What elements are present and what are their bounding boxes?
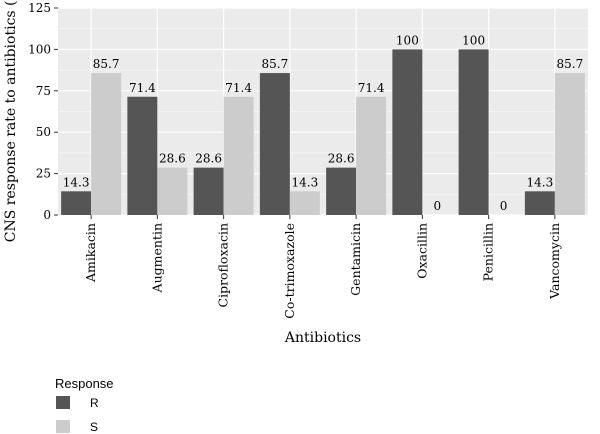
bar-S-vancomycin bbox=[554, 73, 585, 215]
bar-S-amikacin bbox=[91, 73, 122, 215]
y-axis-title: CNS response rate to antibiotics (%) bbox=[3, 0, 19, 242]
x-tick-label: Co-trimoxazole bbox=[282, 223, 297, 319]
bar-R-co-trimoxazole bbox=[259, 73, 290, 215]
x-axis: Amikacin Augmentin Ciprofloxacin Co-trimoxa… bbox=[83, 215, 562, 319]
y-tick-label: 0 bbox=[43, 208, 51, 222]
x-tick-label: Ciprofloxacin bbox=[216, 223, 231, 307]
x-tick-label: Penicillin bbox=[481, 223, 496, 281]
legend: Response RS bbox=[55, 376, 114, 434]
bar-labels: 14.3 85.7 71.4 28.6 28.6 71.4 85.7 14.3 28.6 71.4… bbox=[63, 33, 583, 213]
data-label: 71.4 bbox=[129, 81, 156, 95]
data-label: 28.6 bbox=[328, 152, 355, 166]
data-label: 71.4 bbox=[358, 81, 385, 95]
legend-label: R bbox=[90, 396, 99, 410]
x-tick-label: Oxacillin bbox=[414, 223, 429, 279]
x-axis-title: Antibiotics bbox=[284, 330, 361, 346]
y-tick-label: 75 bbox=[36, 84, 51, 98]
bar-S-augmentin bbox=[157, 167, 188, 215]
x-tick-label: Gentamicin bbox=[348, 223, 363, 296]
data-label: 0 bbox=[500, 199, 508, 213]
data-label: 85.7 bbox=[93, 57, 120, 71]
data-label: 14.3 bbox=[63, 175, 90, 189]
y-tick-label: 100 bbox=[28, 42, 51, 56]
x-tick-label: Amikacin bbox=[83, 223, 98, 283]
bar-R-oxacillin bbox=[392, 49, 423, 216]
data-label: 71.4 bbox=[225, 81, 252, 95]
data-label: 85.7 bbox=[262, 57, 289, 71]
bar-R-ciprofloxacin bbox=[193, 167, 224, 215]
legend-swatch-R bbox=[56, 396, 70, 409]
data-label: 14.3 bbox=[527, 175, 554, 189]
data-label: 14.3 bbox=[292, 175, 319, 189]
bar-S-ciprofloxacin bbox=[223, 96, 254, 215]
bars bbox=[61, 49, 585, 216]
data-label: 28.6 bbox=[159, 152, 186, 166]
data-label: 85.7 bbox=[557, 57, 584, 71]
bar-R-gentamicin bbox=[326, 167, 357, 215]
bar-S-co-trimoxazole bbox=[289, 191, 320, 215]
x-tick-label: Vancomycin bbox=[547, 223, 562, 300]
bar-R-amikacin bbox=[61, 191, 92, 215]
bar-R-vancomycin bbox=[524, 191, 555, 215]
data-label: 100 bbox=[396, 33, 419, 47]
data-label: 100 bbox=[462, 33, 485, 47]
y-tick-label: 25 bbox=[36, 167, 51, 181]
y-tick-label: 50 bbox=[36, 125, 51, 139]
data-label: 0 bbox=[434, 199, 442, 213]
bar-S-gentamicin bbox=[356, 96, 387, 215]
bar-R-penicillin bbox=[458, 49, 489, 216]
y-tick-label: 125 bbox=[28, 1, 51, 15]
legend-label: S bbox=[90, 420, 98, 434]
legend-swatch-S bbox=[56, 420, 70, 433]
bar-R-augmentin bbox=[127, 96, 158, 215]
y-axis: 0 25 50 75 100 125 bbox=[28, 1, 58, 222]
data-label: 28.6 bbox=[195, 152, 222, 166]
legend-title: Response bbox=[55, 376, 114, 391]
x-tick-label: Augmentin bbox=[149, 223, 164, 293]
